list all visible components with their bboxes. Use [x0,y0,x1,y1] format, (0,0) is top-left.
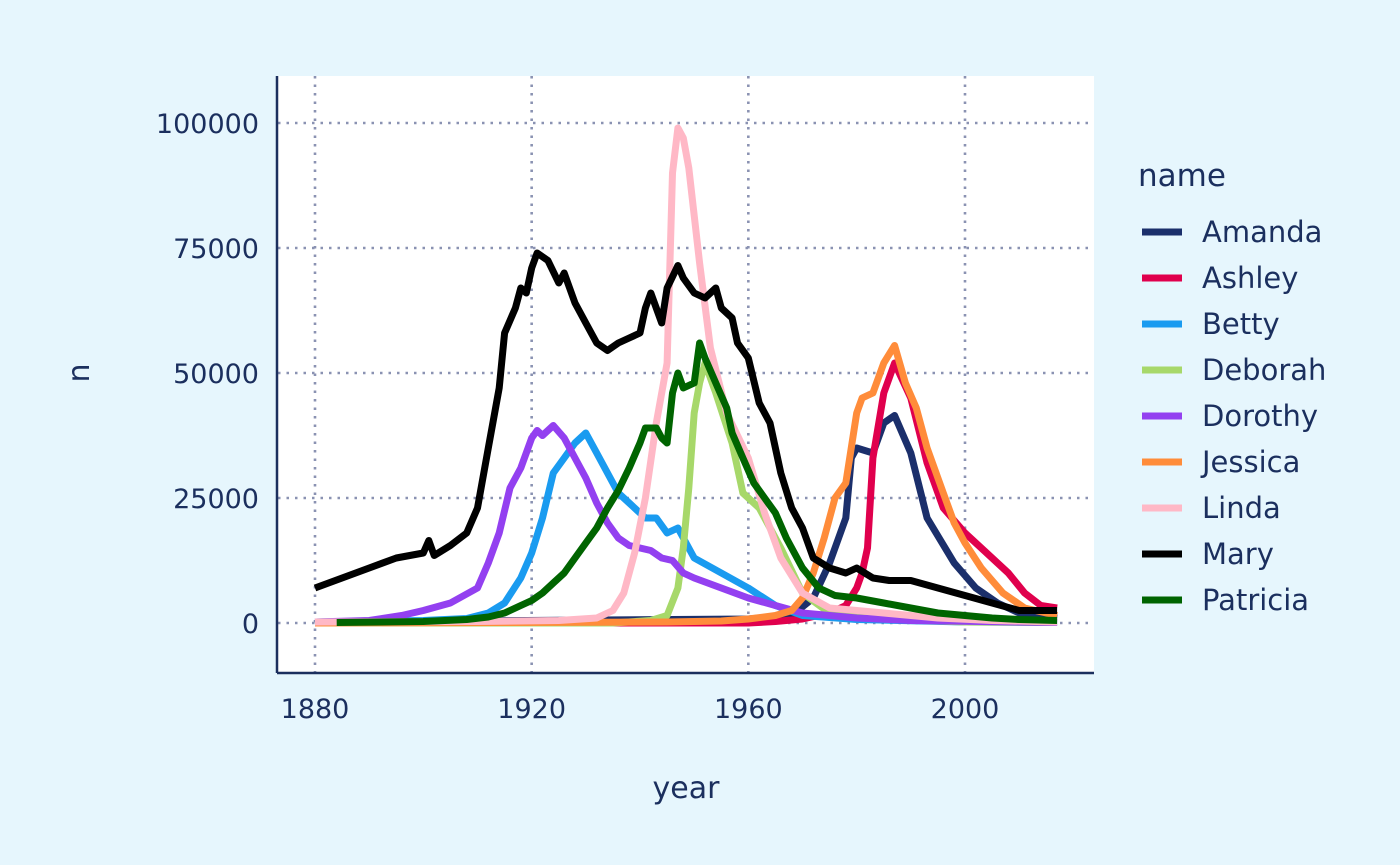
x-axis-title: year [653,771,721,806]
legend-label-linda: Linda [1202,491,1281,525]
legend-title: name [1138,158,1226,194]
series-line-dorothy [314,422,1058,626]
series-line-patricia [336,339,1058,626]
series-line-linda [314,124,1058,626]
x-tick-label: 1960 [714,694,783,725]
legend-label-ashley: Ashley [1202,261,1298,295]
series-line-mary [313,249,1058,614]
y-tick-label: 0 [242,609,259,640]
x-tick-label: 2000 [931,694,1000,725]
legend: Amanda Ashley Betty Deborah Dorothy Jessica Li… [1142,215,1326,617]
y-axis-title: n [62,363,97,382]
legend-label-betty: Betty [1202,307,1280,341]
x-tick-label: 1920 [497,694,566,725]
tick-labels: 1880 1920 1960 2000 0 25000 50000 75000 100000 [156,109,999,725]
legend-label-patricia: Patricia [1202,583,1309,617]
legend-label-jessica: Jessica [1200,445,1300,479]
y-tick-label: 50000 [173,359,259,390]
legend-label-deborah: Deborah [1202,353,1326,387]
legend-label-dorothy: Dorothy [1202,399,1318,433]
series-lines [313,124,1058,627]
series-line-betty [314,429,1058,626]
series-line-jessica [314,342,1058,627]
x-tick-label: 1880 [281,694,350,725]
y-tick-label: 75000 [173,234,259,265]
legend-label-mary: Mary [1202,537,1274,571]
y-tick-label: 100000 [156,109,259,140]
y-tick-label: 25000 [173,484,259,515]
legend-label-amanda: Amanda [1202,215,1322,249]
